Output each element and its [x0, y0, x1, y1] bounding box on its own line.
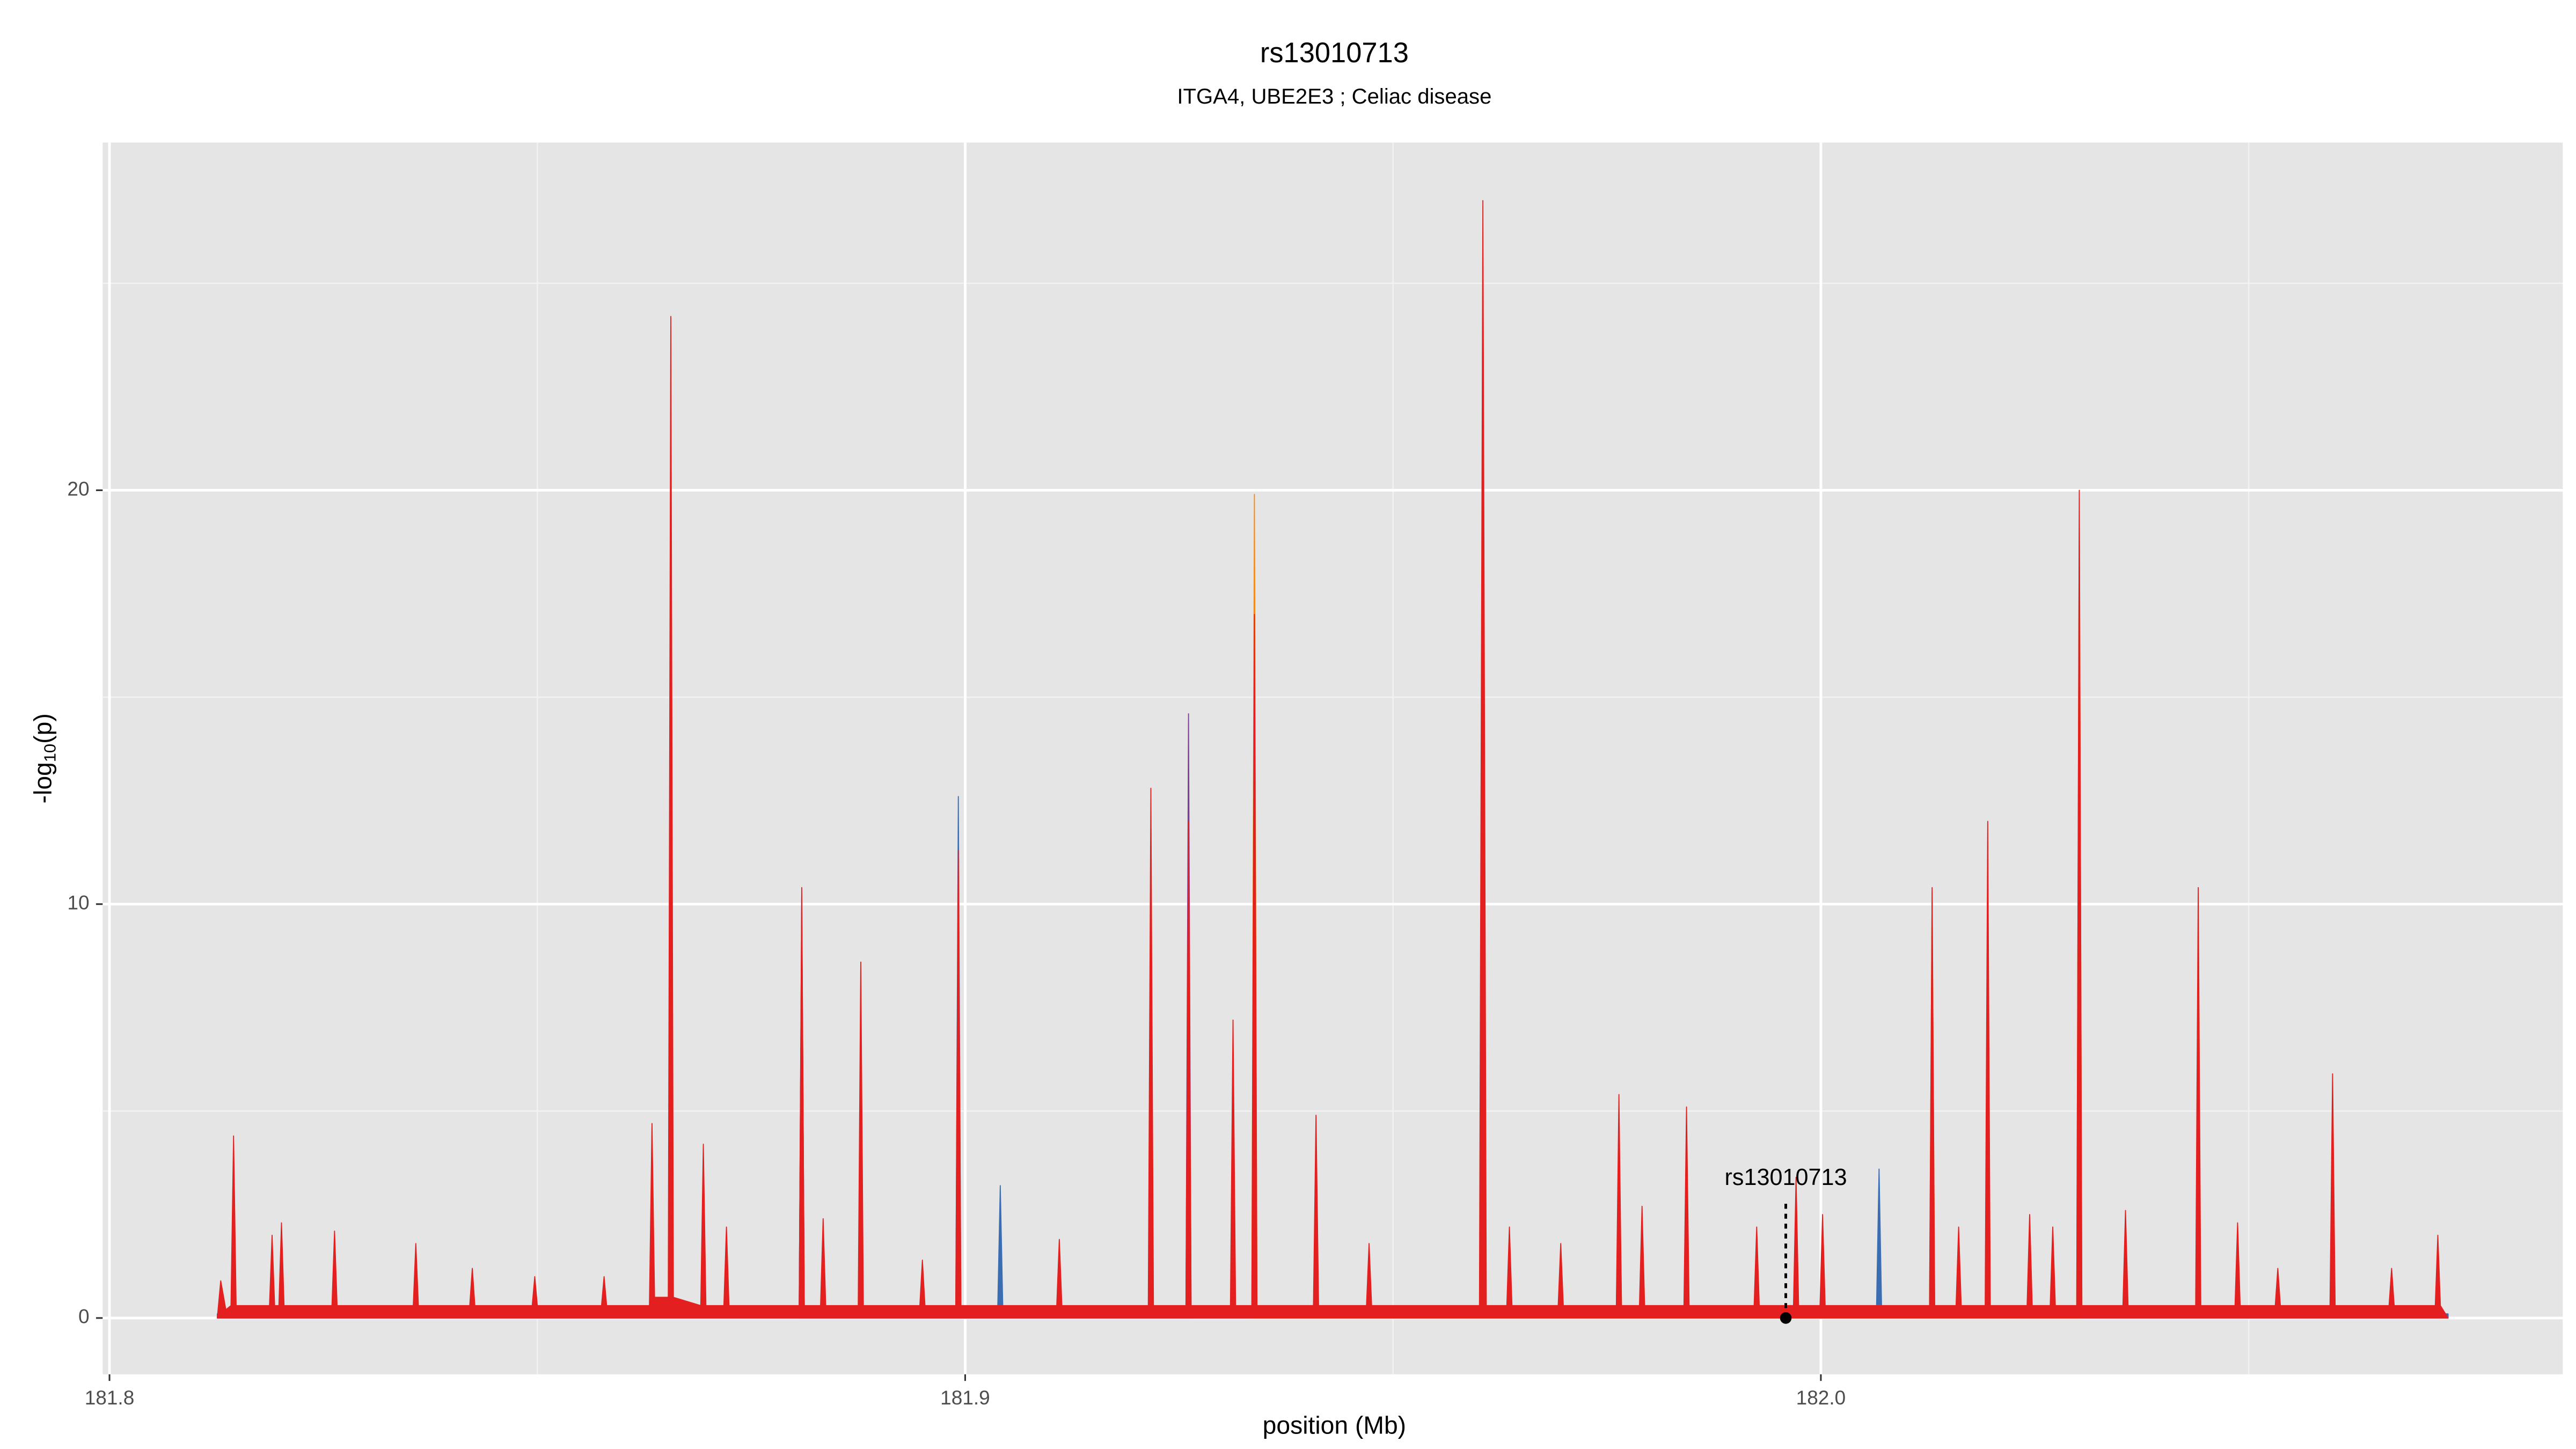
x-axis-label: position (Mb) [1263, 1411, 1406, 1439]
plot-panel [103, 142, 2563, 1374]
y-label-part: -log [29, 762, 57, 803]
y-tick-label: 10 [67, 891, 89, 913]
annotation-label: rs13010713 [1725, 1165, 1847, 1190]
y-label-subscript: 10 [41, 744, 60, 762]
x-tick-label: 181.9 [940, 1386, 990, 1409]
chart-subtitle: ITGA4, UBE2E3 ; Celiac disease [1177, 85, 1491, 108]
marks: rs13010713 [216, 200, 2449, 1324]
y-label-part: (p) [29, 713, 57, 744]
x-tick-label: 181.8 [85, 1386, 135, 1409]
chart-title: rs13010713 [1260, 38, 1409, 69]
y-axis-label: -log10(p) [29, 713, 60, 803]
x-tick-label: 182.0 [1796, 1386, 1846, 1409]
area-series [216, 200, 2449, 1319]
y-tick-label: 20 [67, 477, 89, 500]
y-tick-label: 0 [78, 1305, 90, 1328]
annotation-point [1780, 1312, 1792, 1324]
